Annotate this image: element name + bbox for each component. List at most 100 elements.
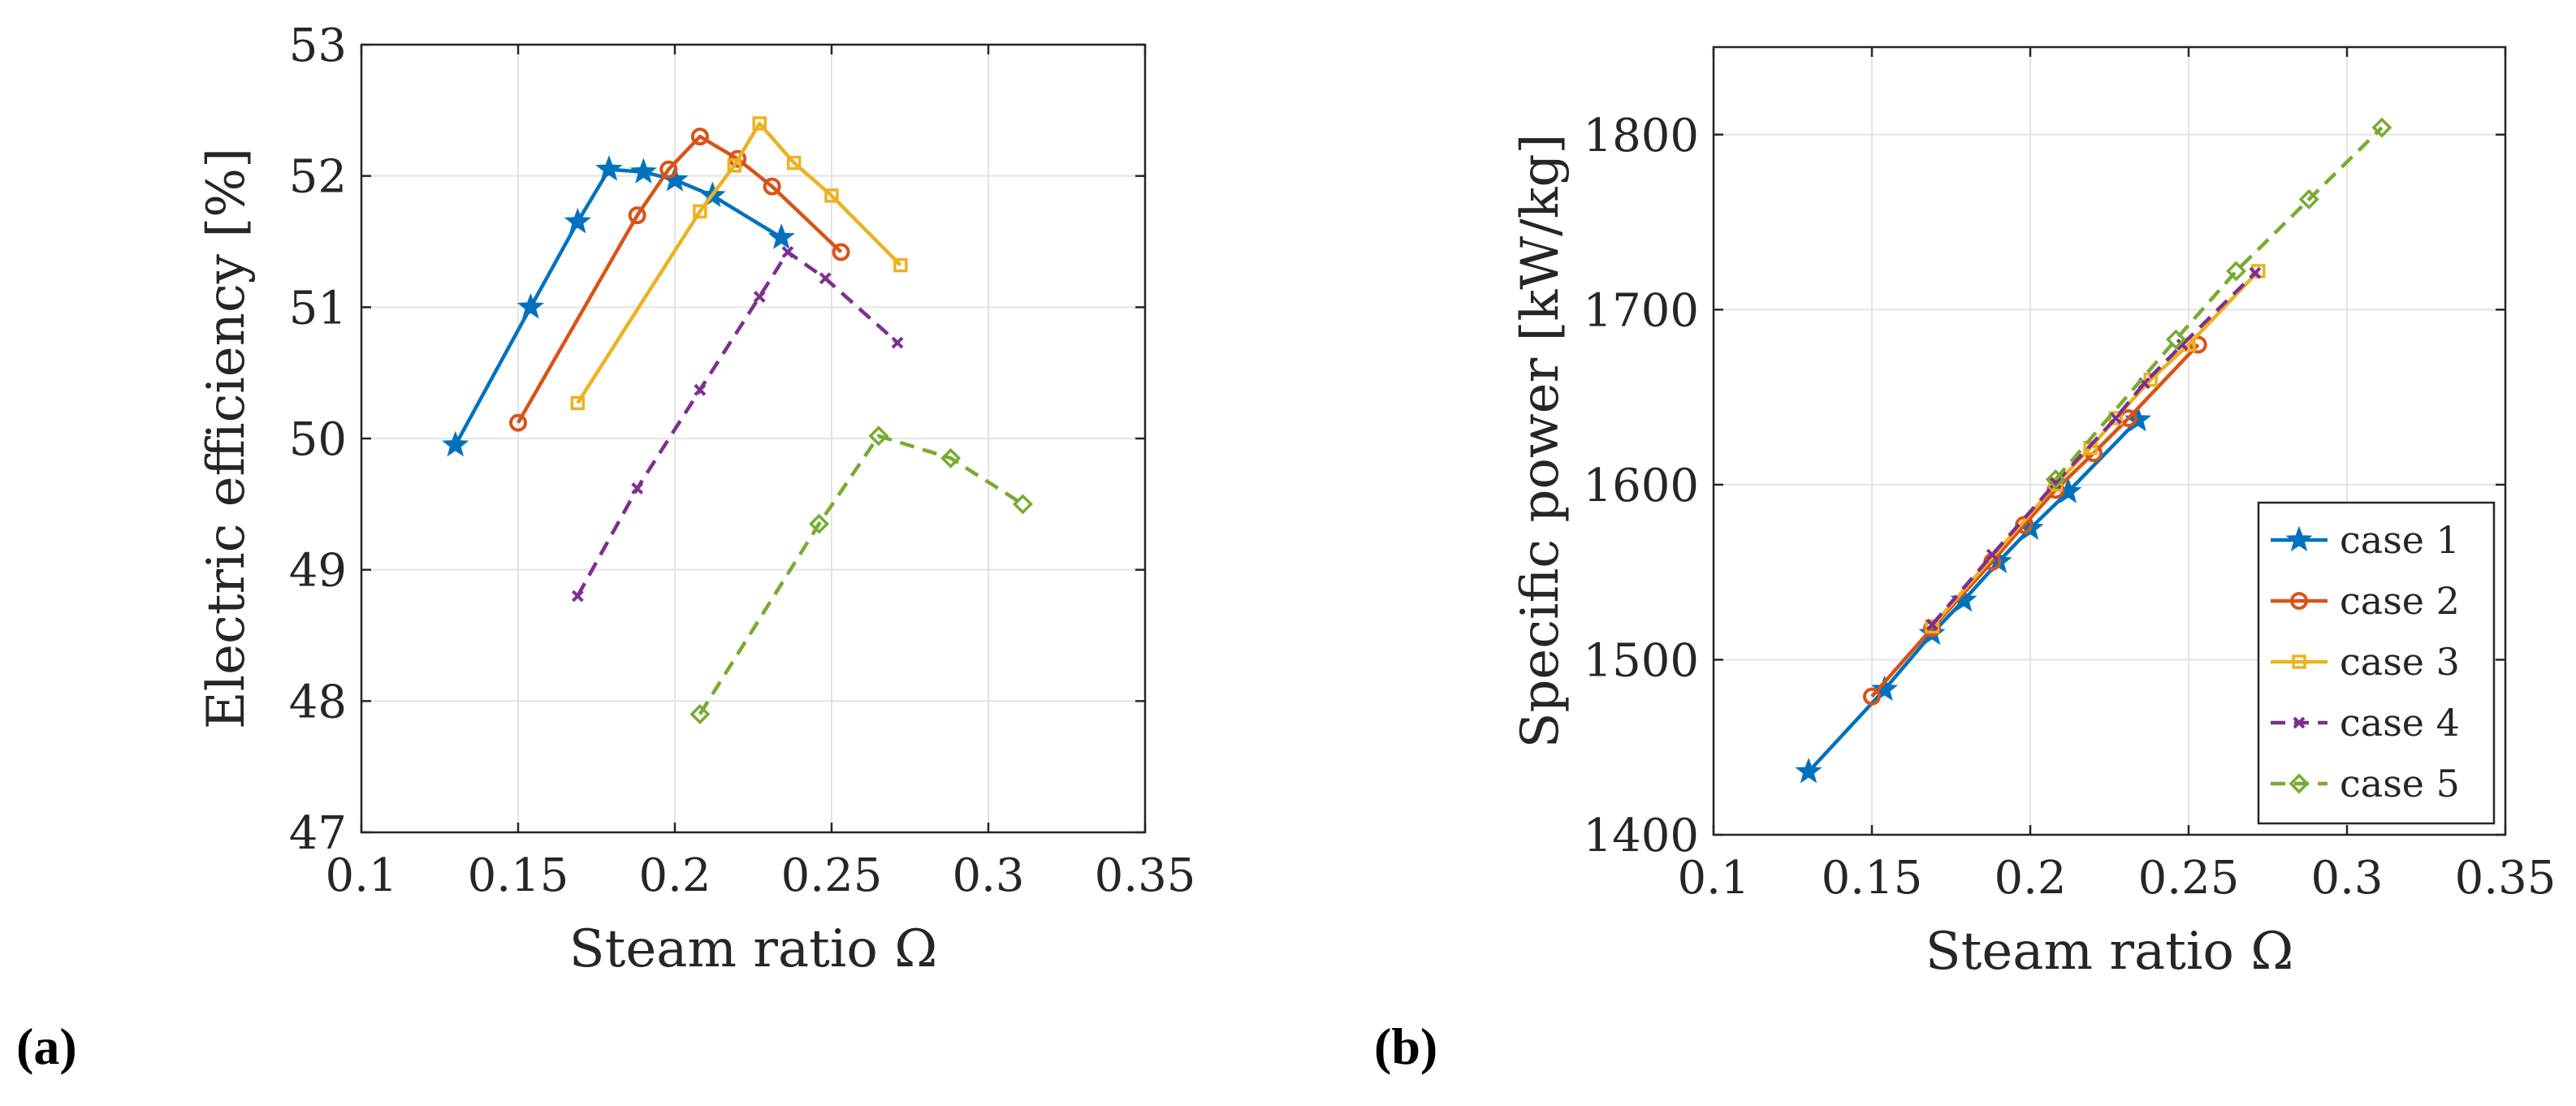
data-point	[1871, 675, 1899, 702]
data-point	[690, 127, 709, 146]
data-point	[753, 290, 766, 303]
data-point	[442, 430, 469, 457]
series-line	[698, 434, 1024, 715]
data-point	[868, 426, 889, 447]
data-point	[571, 590, 584, 603]
data-point	[629, 158, 657, 184]
y-tick-label: 1600	[1583, 460, 1699, 512]
x-tick-label: 0.1	[325, 849, 397, 902]
x-tick-label: 0.3	[2310, 852, 2383, 905]
data-point	[516, 292, 545, 319]
legend-label: case 2	[2340, 579, 2460, 623]
data-point	[2165, 329, 2186, 350]
x-tick-label: 0.3	[952, 849, 1024, 902]
data-point	[2083, 440, 2098, 456]
data-point	[570, 395, 586, 411]
data-point	[2176, 339, 2189, 351]
y-tick-label: 50	[289, 413, 347, 466]
data-point	[767, 223, 795, 249]
x-tick-label: 0.25	[781, 849, 883, 902]
x-tick-label: 0.15	[468, 849, 569, 902]
data-point	[564, 207, 591, 234]
panel-label: (b)	[1374, 1017, 1437, 1075]
data-point	[2371, 117, 2392, 138]
x-tick-label: 0.1	[1677, 852, 1749, 905]
data-point	[631, 482, 644, 495]
y-tick-label: 1700	[1583, 284, 1699, 337]
data-point	[1795, 757, 1822, 784]
data-point	[891, 336, 904, 349]
y-tick-label: 53	[289, 19, 347, 72]
series-case-4	[571, 246, 904, 603]
legend-swatch-marker	[2292, 655, 2306, 669]
data-point	[694, 383, 707, 396]
data-point	[2143, 372, 2158, 387]
legend-swatch-marker	[2290, 592, 2308, 610]
axes-box	[1712, 45, 2507, 836]
x-tick-label: 0.2	[1994, 852, 2066, 905]
data-point	[824, 188, 839, 203]
data-point	[595, 155, 623, 181]
x-tick-label: 0.2	[638, 849, 711, 902]
data-point	[509, 413, 527, 432]
data-point	[809, 513, 830, 534]
data-point	[628, 206, 646, 225]
x-tick-label: 0.25	[2138, 852, 2240, 905]
y-tick-label: 1500	[1583, 634, 1699, 687]
data-point	[832, 243, 850, 261]
panel-a: 0.1 0.15 0.2 0.25 0.3 0.35 47 48 49 50 51 52 53 Steam…	[16, 19, 1195, 1075]
data-point	[2226, 261, 2246, 282]
data-point	[1012, 494, 1033, 515]
series-case-3	[570, 116, 908, 411]
series-case-4	[1926, 266, 2262, 631]
series-line	[576, 121, 902, 404]
series-line	[516, 134, 843, 424]
y-tick-label: 1800	[1583, 110, 1699, 162]
data-point	[2249, 266, 2262, 279]
legend-swatch-marker	[2293, 716, 2306, 729]
y-axis-label: Electric efficiency [%]	[197, 148, 257, 729]
data-point	[786, 155, 802, 171]
y-axis-label: Specific power [kW/kg]	[1511, 134, 1571, 749]
y-tick-label: 47	[289, 807, 347, 860]
x-tick-label: 0.35	[1095, 849, 1196, 902]
data-point	[1863, 687, 1881, 706]
data-point	[940, 447, 962, 469]
data-point	[819, 272, 832, 285]
y-tick-label: 1400	[1583, 810, 1699, 862]
data-point	[693, 204, 707, 219]
x-tick-label: 0.15	[1822, 852, 1923, 905]
data-point	[727, 158, 742, 173]
data-point	[763, 177, 781, 196]
legend-label: case 5	[2340, 762, 2460, 806]
data-point	[2045, 469, 2066, 490]
legend-swatch-marker	[2285, 525, 2313, 552]
x-axis-label: Steam ratio Ω	[1926, 922, 2294, 982]
series-case-2	[509, 127, 850, 432]
x-axis-label: Steam ratio Ω	[569, 919, 938, 979]
data-point	[2298, 189, 2319, 210]
y-tick-label: 52	[289, 151, 347, 204]
data-point	[659, 160, 678, 179]
data-point	[1986, 548, 1999, 561]
data-point	[893, 257, 908, 273]
data-point	[1926, 618, 1938, 631]
legend-label: case 3	[2340, 640, 2460, 684]
legend-label: case 4	[2340, 701, 2460, 745]
y-tick-label: 51	[289, 282, 347, 335]
y-tick-label: 48	[289, 676, 347, 728]
panel-label: (a)	[16, 1017, 77, 1075]
data-point	[781, 246, 794, 258]
data-point	[752, 116, 767, 131]
legend-label: case 1	[2340, 518, 2460, 562]
panel-b: 0.1 0.15 0.2 0.25 0.3 0.35 1400 1500 1600 1700 180…	[1374, 45, 2557, 1075]
y-tick-label: 49	[289, 545, 347, 598]
data-point	[2109, 412, 2122, 425]
x-tick-label: 0.35	[2455, 852, 2557, 905]
legend: case 1 case 2 case 3 case 4 case 5	[2257, 501, 2496, 825]
data-point	[689, 704, 711, 724]
data-point	[1925, 619, 1939, 634]
legend-swatch-marker	[2289, 773, 2310, 794]
series-case-5	[2045, 117, 2392, 490]
